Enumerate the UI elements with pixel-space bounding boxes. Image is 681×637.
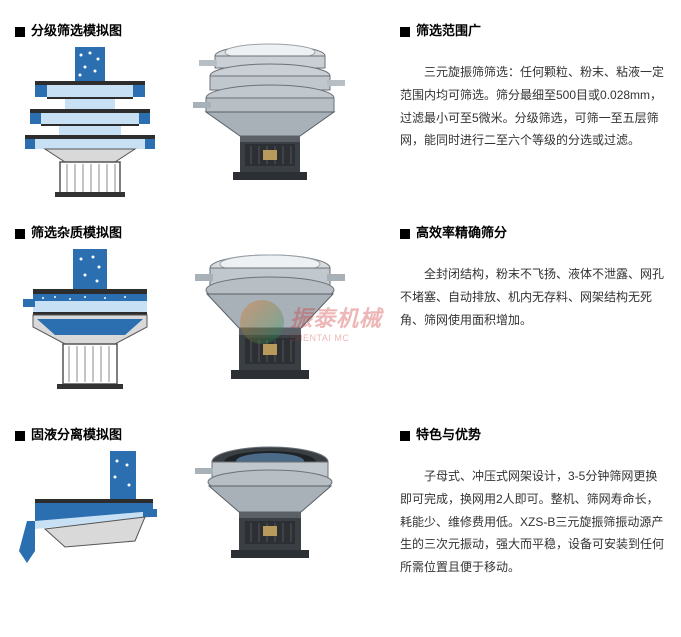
bullet-icon (400, 431, 410, 441)
product-photo-3 (185, 432, 355, 592)
bullet-icon (15, 229, 25, 239)
diagram-classification (15, 47, 165, 197)
diagram-impurity (15, 249, 165, 399)
section-2-left-heading: 筛选杂质模拟图 (15, 222, 185, 241)
section-3-left-heading: 固液分离模拟图 (15, 424, 185, 443)
diagram-solid-liquid (15, 451, 165, 601)
section-2-right-heading: 高效率精确筛分 (400, 222, 666, 241)
section-1-left-heading: 分级筛选模拟图 (15, 20, 185, 39)
section-3-right-heading-text: 特色与优势 (416, 427, 481, 442)
bullet-icon (15, 27, 25, 37)
bullet-icon (400, 27, 410, 37)
product-photo-2 (185, 230, 355, 390)
product-photo-1 (185, 28, 355, 188)
section-1-left-heading-text: 分级筛选模拟图 (31, 23, 122, 38)
section-3-left-heading-text: 固液分离模拟图 (31, 427, 122, 442)
section-1-right-heading: 筛选范围广 (400, 20, 666, 39)
section-1-body: 三元旋振筛筛选：任何颗粒、粉末、粘液一定范围内均可筛选。筛分最细至500目或0.… (400, 61, 666, 152)
section-1-right-heading-text: 筛选范围广 (416, 23, 481, 38)
section-2-body: 全封闭结构，粉末不飞扬、液体不泄露、网孔不堵塞、自动排放、机内无存料、网架结构无… (400, 263, 666, 331)
section-2-right-heading-text: 高效率精确筛分 (416, 225, 507, 240)
section-3-body: 子母式、冲压式网架设计，3-5分钟筛网更换即可完成，换网用2人即可。整机、筛网寿… (400, 465, 666, 579)
bullet-icon (400, 229, 410, 239)
section-3-right-heading: 特色与优势 (400, 424, 666, 443)
section-2-left-heading-text: 筛选杂质模拟图 (31, 225, 122, 240)
bullet-icon (15, 431, 25, 441)
